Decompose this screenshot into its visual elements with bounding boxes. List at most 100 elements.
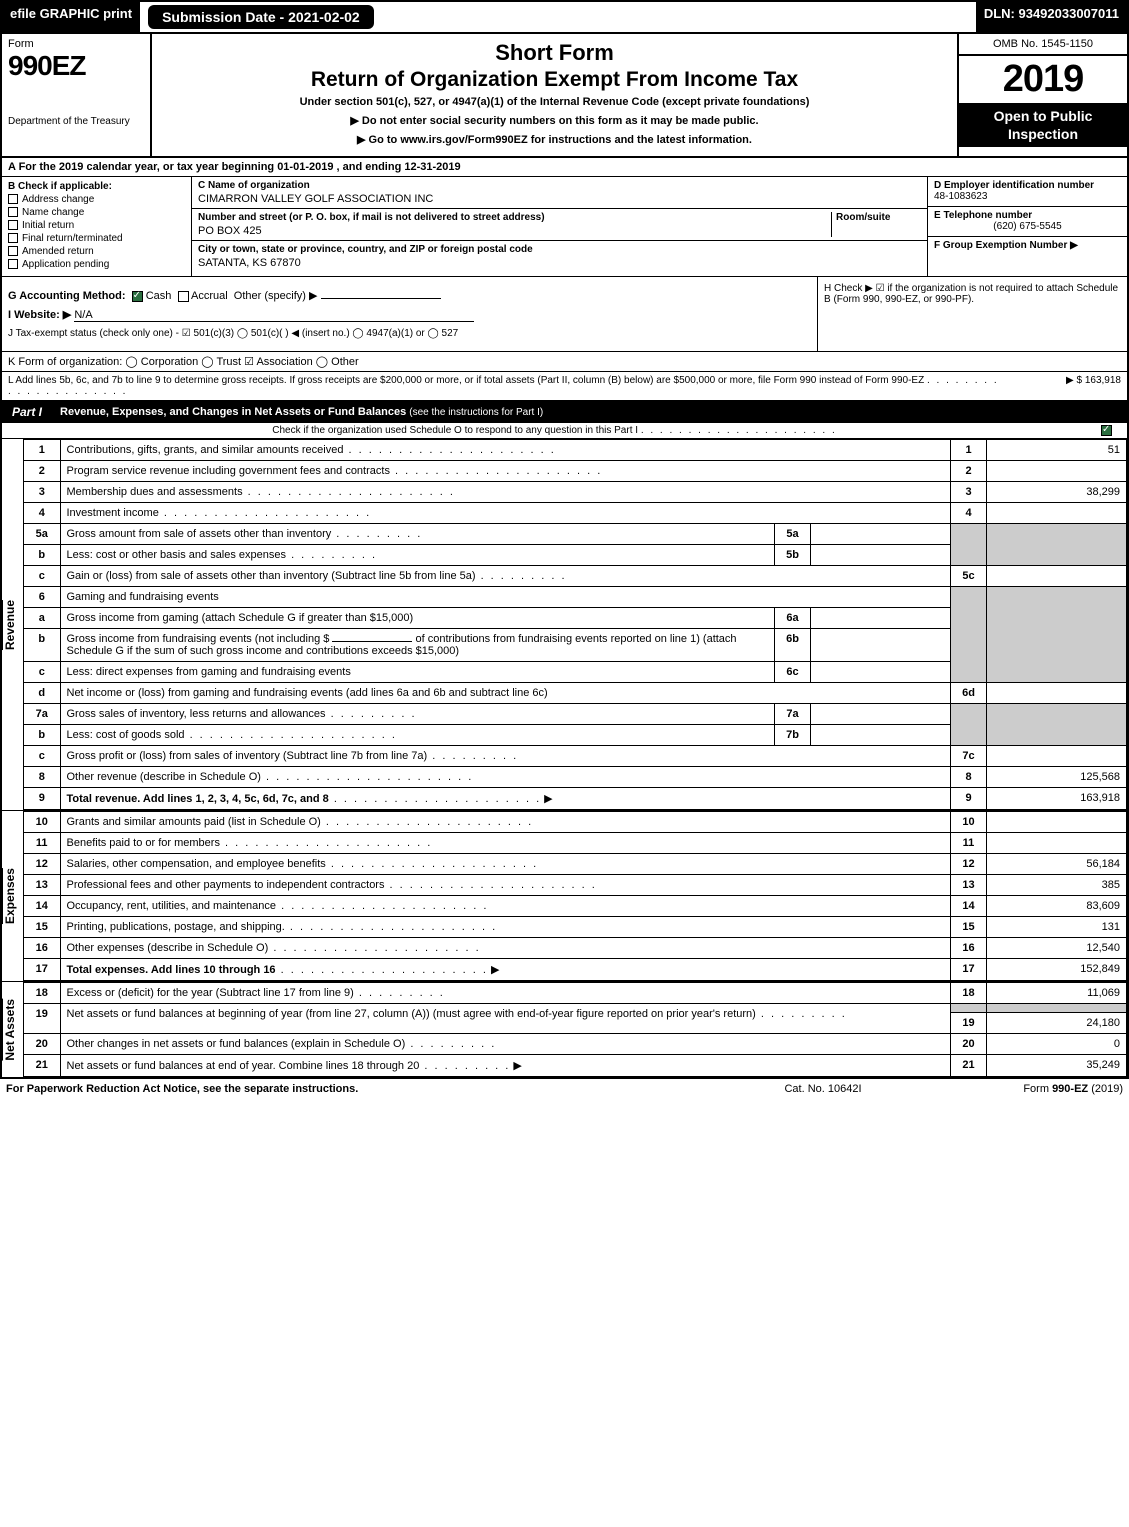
row-num: 14 (24, 896, 60, 917)
row-num: 18 (24, 983, 60, 1004)
dots-icon (321, 816, 533, 828)
table-row: 2 Program service revenue including gove… (24, 461, 1127, 482)
desc-text: Program service revenue including govern… (67, 465, 390, 477)
line-num: 1 (951, 440, 987, 461)
table-row: c Gross profit or (loss) from sales of i… (24, 746, 1127, 767)
chk-application-pending[interactable]: Application pending (8, 259, 185, 270)
amount (987, 503, 1127, 524)
addr-label: Number and street (or P. O. box, if mail… (198, 212, 831, 223)
chk-amended-return[interactable]: Amended return (8, 246, 185, 257)
desc-text: Other revenue (describe in Schedule O) (67, 771, 261, 783)
chk-initial-return[interactable]: Initial return (8, 220, 185, 231)
line-num: 20 (951, 1034, 987, 1055)
row-desc: Less: direct expenses from gaming and fu… (60, 662, 775, 683)
table-row: 19 Net assets or fund balances at beginn… (24, 1004, 1127, 1013)
desc-text: Less: cost of goods sold (67, 729, 185, 741)
amount (987, 812, 1127, 833)
check-b-title: B Check if applicable: (8, 181, 185, 192)
expenses-section: Expenses 10Grants and similar amounts pa… (2, 811, 1127, 982)
header-right: OMB No. 1545-1150 2019 Open to Public In… (957, 34, 1127, 156)
group-exemption-cell: F Group Exemption Number ▶ (928, 237, 1127, 267)
chk-cash-icon[interactable] (132, 291, 143, 302)
desc-text: Occupancy, rent, utilities, and maintena… (67, 900, 277, 912)
subtitle: Under section 501(c), 527, or 4947(a)(1)… (162, 96, 947, 108)
table-row: 9 Total revenue. Add lines 1, 2, 3, 4, 5… (24, 788, 1127, 810)
g-other-input[interactable] (321, 298, 441, 299)
netassets-content: 18 Excess or (deficit) for the year (Subt… (24, 982, 1127, 1077)
part1-header: Part I Revenue, Expenses, and Changes in… (2, 401, 1127, 423)
row-desc: Program service revenue including govern… (60, 461, 951, 482)
dept-treasury: Department of the Treasury (8, 116, 144, 127)
checkbox-icon (8, 233, 18, 243)
line-j: J Tax-exempt status (check only one) - ☑… (8, 328, 811, 339)
part1-check[interactable] (1101, 425, 1121, 436)
table-row: 10Grants and similar amounts paid (list … (24, 812, 1127, 833)
row-desc: Salaries, other compensation, and employ… (60, 854, 951, 875)
row-num: 13 (24, 875, 60, 896)
sub-val (811, 524, 951, 545)
checkbox-icon (8, 246, 18, 256)
amount: 38,299 (987, 482, 1127, 503)
desc-text: Salaries, other compensation, and employ… (67, 858, 326, 870)
dots-icon (427, 750, 518, 762)
revenue-content: 1 Contributions, gifts, grants, and simi… (24, 439, 1127, 810)
row-num: a (24, 608, 60, 629)
row-desc: Other changes in net assets or fund bala… (60, 1034, 951, 1055)
right-def-column: D Employer identification number 48-1083… (927, 177, 1127, 276)
chk-address-change[interactable]: Address change (8, 194, 185, 205)
amount: 131 (987, 917, 1127, 938)
desc-text: Gain or (loss) from sale of assets other… (67, 570, 476, 582)
omb-number: OMB No. 1545-1150 (959, 34, 1127, 56)
ein-cell: D Employer identification number 48-1083… (928, 177, 1127, 207)
checkbox-icon (8, 194, 18, 204)
city-label: City or town, state or province, country… (198, 244, 921, 255)
form-number: 990EZ (8, 50, 144, 82)
chk-final-return[interactable]: Final return/terminated (8, 233, 185, 244)
dots-icon (159, 507, 371, 519)
amount: 56,184 (987, 854, 1127, 875)
amount (987, 683, 1127, 704)
line-num: 5c (951, 566, 987, 587)
row-desc: Investment income (60, 503, 951, 524)
dots-icon (285, 921, 497, 933)
row-num: 5a (24, 524, 60, 545)
line-num: 15 (951, 917, 987, 938)
chk-name-change[interactable]: Name change (8, 207, 185, 218)
title-return: Return of Organization Exempt From Incom… (162, 68, 947, 92)
row-num: b (24, 725, 60, 746)
amount (987, 461, 1127, 482)
line-num: 21 (951, 1055, 987, 1077)
efile-label[interactable]: efile GRAPHIC print (2, 2, 140, 32)
expenses-vert-label: Expenses (2, 811, 24, 981)
chk-accrual-icon[interactable] (178, 291, 189, 302)
desc-text: Total expenses. Add lines 10 through 16 (67, 964, 276, 976)
row-desc: Gross amount from sale of assets other t… (60, 524, 775, 545)
e-label: E Telephone number (934, 210, 1121, 221)
chk-label: Name change (22, 207, 84, 218)
line-num: 2 (951, 461, 987, 482)
dots-icon (354, 987, 445, 999)
table-row: 6 Gaming and fundraising events (24, 587, 1127, 608)
desc-text: Benefits paid to or for members (67, 837, 220, 849)
row-desc: Total expenses. Add lines 10 through 16 … (60, 959, 951, 981)
line-num: 10 (951, 812, 987, 833)
page-footer: For Paperwork Reduction Act Notice, see … (0, 1079, 1129, 1099)
dots-icon (326, 858, 538, 870)
shaded-cell (951, 587, 987, 683)
note-link-text[interactable]: ▶ Go to www.irs.gov/Form990EZ for instru… (357, 134, 752, 146)
shaded-cell (987, 587, 1127, 683)
addr-value: PO BOX 425 (198, 225, 831, 237)
netassets-section: Net Assets 18Excess or (deficit) for the… (2, 982, 1127, 1077)
row-desc: Grants and similar amounts paid (list in… (60, 812, 951, 833)
desc-text: Excess or (deficit) for the year (Subtra… (67, 987, 354, 999)
chk-label: Final return/terminated (22, 233, 123, 244)
row-num: 19 (24, 1004, 60, 1034)
revenue-vert-label: Revenue (2, 439, 24, 810)
sub-val (811, 629, 951, 662)
gh-left: G Accounting Method: Cash Accrual Other … (2, 277, 817, 351)
d-label: D Employer identification number (934, 180, 1121, 191)
desc-text: Gross sales of inventory, less returns a… (67, 708, 326, 720)
line-num: 18 (951, 983, 987, 1004)
phone-cell: E Telephone number (620) 675-5545 (928, 207, 1127, 237)
table-row: d Net income or (loss) from gaming and f… (24, 683, 1127, 704)
